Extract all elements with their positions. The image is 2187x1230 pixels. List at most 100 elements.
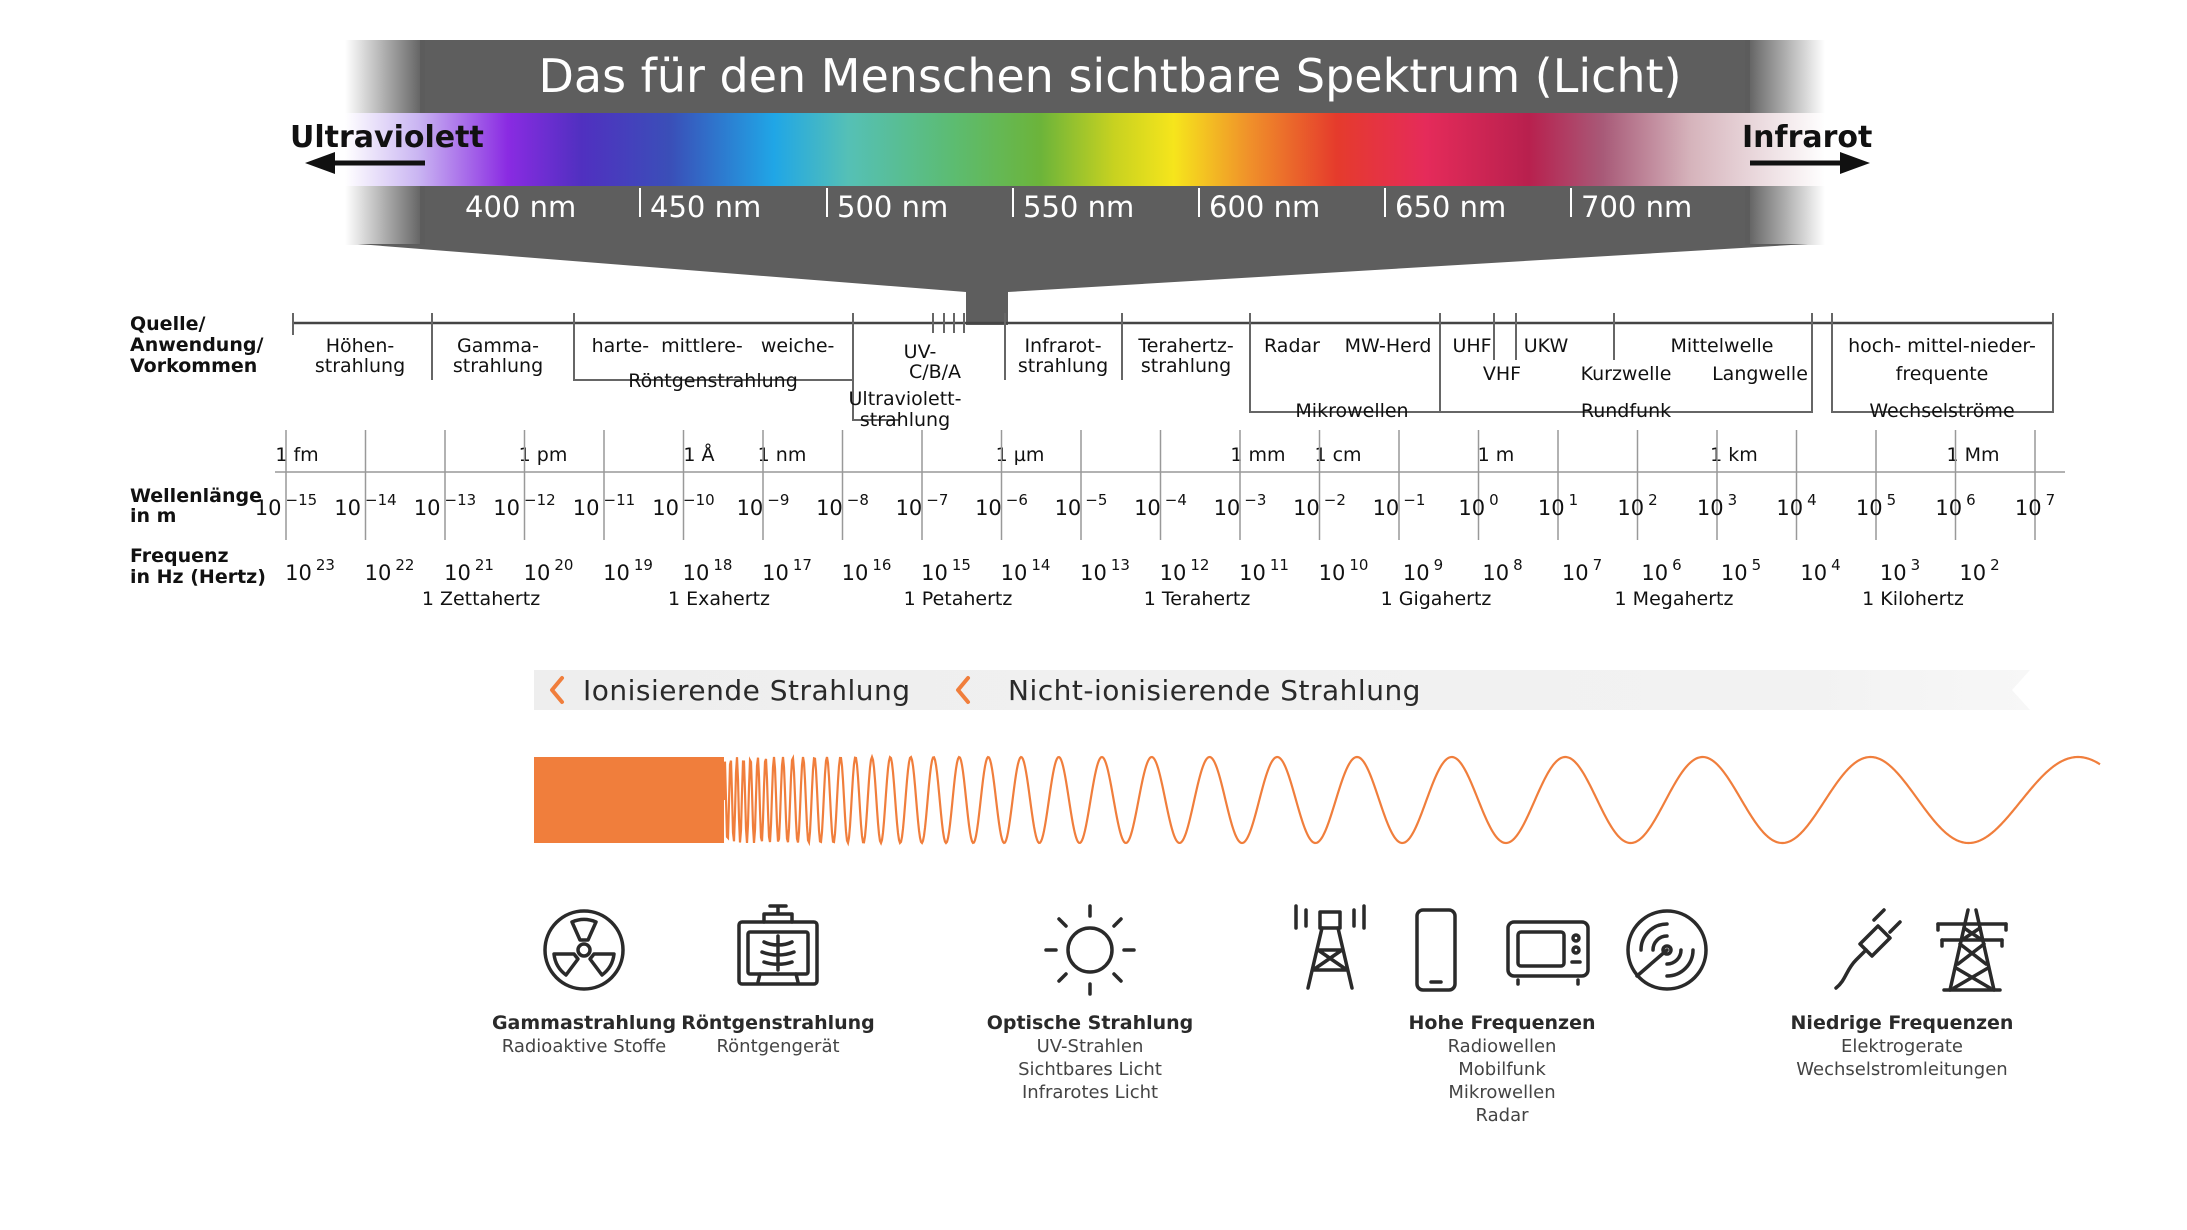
source-label: Kurzwelle bbox=[1581, 363, 1672, 385]
frequency-power-label: 10 17 bbox=[762, 556, 812, 585]
nm-tick-label: 500 nm bbox=[837, 190, 948, 224]
wavelength-power-label: 10 −11 bbox=[573, 491, 635, 520]
nm-tick-label: 550 nm bbox=[1023, 190, 1134, 224]
frequency-row-label: Frequenz in Hz (Hertz) bbox=[130, 545, 266, 588]
arrow-left-icon bbox=[305, 152, 425, 174]
frequency-power-label: 10 19 bbox=[603, 556, 653, 585]
antenna-tower-icon bbox=[1294, 904, 1366, 990]
frequency-name-label: 1 Petahertz bbox=[904, 588, 1013, 610]
source-label: frequente bbox=[1896, 363, 1989, 385]
frequency-power-label: 10 15 bbox=[921, 556, 971, 585]
wavelength-power-label: 10 −10 bbox=[652, 491, 714, 520]
frequency-power-label: 10 16 bbox=[842, 556, 892, 585]
source-label: Mittelwelle bbox=[1670, 335, 1773, 357]
wavelength-power-label: 10 3 bbox=[1697, 491, 1737, 520]
non-ionizing-label: Nicht-ionisierende Strahlung bbox=[1008, 674, 1421, 707]
source-label: Mikrowellen bbox=[1295, 400, 1408, 422]
length-unit-label: 1 Mm bbox=[1946, 444, 1999, 466]
nm-tick-label: 650 nm bbox=[1395, 190, 1506, 224]
wavelength-power-label: 10 4 bbox=[1776, 491, 1816, 520]
frequency-power-label: 10 11 bbox=[1239, 556, 1289, 585]
wavelength-power-label: 10 −9 bbox=[737, 491, 790, 520]
source-label: harte- mittlere- weiche- bbox=[592, 335, 835, 357]
mobile-phone-icon bbox=[1415, 908, 1457, 992]
infrared-label: Infrarot bbox=[1742, 120, 1872, 155]
length-unit-label: 1 mm bbox=[1230, 444, 1285, 466]
source-label: Langwelle bbox=[1712, 363, 1808, 385]
nm-tick-label: 600 nm bbox=[1209, 190, 1320, 224]
length-unit-label: 1 km bbox=[1710, 444, 1758, 466]
source-label: strahlung bbox=[315, 355, 405, 377]
source-label: strahlung bbox=[453, 355, 543, 377]
frequency-power-label: 10 21 bbox=[444, 556, 494, 585]
category-line: Radioaktive Stoffe bbox=[502, 1036, 667, 1057]
wave-line bbox=[722, 753, 2101, 847]
frequency-row: 10 23 10 22 10 21 10 20 10 19 10 18 10 17 10 16 10 15 10 14… bbox=[285, 556, 2000, 585]
wavelength-power-label: 10 6 bbox=[1935, 491, 1975, 520]
length-unit-label: 1 µm bbox=[996, 444, 1045, 466]
length-unit-label: 1 pm bbox=[519, 444, 568, 466]
source-label: Terahertz- bbox=[1137, 335, 1233, 357]
source-label: hoch- mittel-nieder- bbox=[1848, 335, 2036, 357]
frequency-name-label: 1 Zettahertz bbox=[422, 588, 540, 610]
frequency-power-label: 10 8 bbox=[1482, 556, 1522, 585]
source-label: Gamma- bbox=[457, 335, 539, 357]
arrow-right-icon bbox=[1750, 152, 1870, 174]
wavelength-power-label: 10 −5 bbox=[1055, 491, 1108, 520]
source-label: Infrarot- bbox=[1024, 335, 1101, 357]
length-unit-label: 1 fm bbox=[275, 444, 318, 466]
frequency-power-label: 10 10 bbox=[1319, 556, 1369, 585]
wavelength-power-label: 10 −7 bbox=[896, 491, 949, 520]
frequency-power-label: 10 9 bbox=[1403, 556, 1443, 585]
category-title: Hohe Frequenzen bbox=[1408, 1012, 1595, 1034]
wavelength-power-label: 10 −12 bbox=[493, 491, 555, 520]
wavelength-power-label: 10 −14 bbox=[334, 491, 396, 520]
wavelength-axis-ticks bbox=[285, 430, 2036, 540]
wavelength-power-label: 10 1 bbox=[1538, 491, 1578, 520]
wavelength-power-label: 10 −4 bbox=[1134, 491, 1187, 520]
source-row-label: Quelle/ Anwendung/ Vorkommen bbox=[130, 313, 270, 377]
power-pylon-icon bbox=[1936, 908, 2008, 992]
wavelength-row: 10 −15 10 −14 10 −13 10 −12 10 −11 10 −10 10 −9 10 −8 10… bbox=[255, 491, 2055, 520]
category-title: Optische Strahlung bbox=[987, 1012, 1194, 1034]
category-line: Elektrogerate bbox=[1841, 1036, 1963, 1057]
sun-icon bbox=[1044, 904, 1136, 996]
category-line: Mobilfunk bbox=[1458, 1059, 1546, 1080]
source-label: Höhen- bbox=[326, 335, 395, 357]
category-line: Röntgengerät bbox=[716, 1036, 839, 1057]
frequency-name-label: 1 Kilohertz bbox=[1862, 588, 1964, 610]
power-plug-icon bbox=[1834, 908, 1902, 990]
category-line: Mikrowellen bbox=[1448, 1082, 1555, 1103]
frequency-power-label: 10 6 bbox=[1641, 556, 1681, 585]
xray-machine-icon bbox=[737, 904, 819, 986]
nm-tick-label: 400 nm bbox=[465, 190, 576, 224]
source-label: strahlung bbox=[1018, 355, 1108, 377]
category-line: Sichtbares Licht bbox=[1018, 1059, 1162, 1080]
chevron-left-icon bbox=[956, 676, 970, 704]
wavelength-power-label: 10 7 bbox=[2015, 491, 2055, 520]
length-unit-label: 1 m bbox=[1478, 444, 1515, 466]
frequency-power-label: 10 5 bbox=[1721, 556, 1761, 585]
dense-wave-block bbox=[534, 757, 724, 843]
wavelength-power-label: 10 −13 bbox=[414, 491, 476, 520]
frequency-power-label: 10 4 bbox=[1800, 556, 1840, 585]
nm-tick-label: 450 nm bbox=[650, 190, 761, 224]
frequency-name-label: 1 Terahertz bbox=[1144, 588, 1251, 610]
source-label: Röntgenstrahlung bbox=[628, 370, 798, 392]
ultraviolet-label: Ultraviolett bbox=[290, 120, 484, 155]
frequency-power-label: 10 18 bbox=[683, 556, 733, 585]
ionizing-label: Ionisierende Strahlung bbox=[583, 674, 911, 707]
category-line: Radiowellen bbox=[1448, 1036, 1557, 1057]
source-label: Wechselströme bbox=[1869, 400, 2014, 422]
length-unit-label: 1 nm bbox=[758, 444, 807, 466]
wavelength-power-label: 10 −1 bbox=[1373, 491, 1426, 520]
visible-color-band bbox=[345, 113, 1825, 186]
frequency-power-label: 10 3 bbox=[1880, 556, 1920, 585]
wavelength-power-label: 10 5 bbox=[1856, 491, 1896, 520]
microwave-icon bbox=[1506, 920, 1590, 986]
chevron-left-icon bbox=[550, 676, 564, 704]
frequency-power-label: 10 7 bbox=[1562, 556, 1602, 585]
source-label: strahlung bbox=[860, 409, 950, 431]
category-line: UV-Strahlen bbox=[1037, 1036, 1144, 1057]
wavelength-power-label: 10 −2 bbox=[1293, 491, 1346, 520]
